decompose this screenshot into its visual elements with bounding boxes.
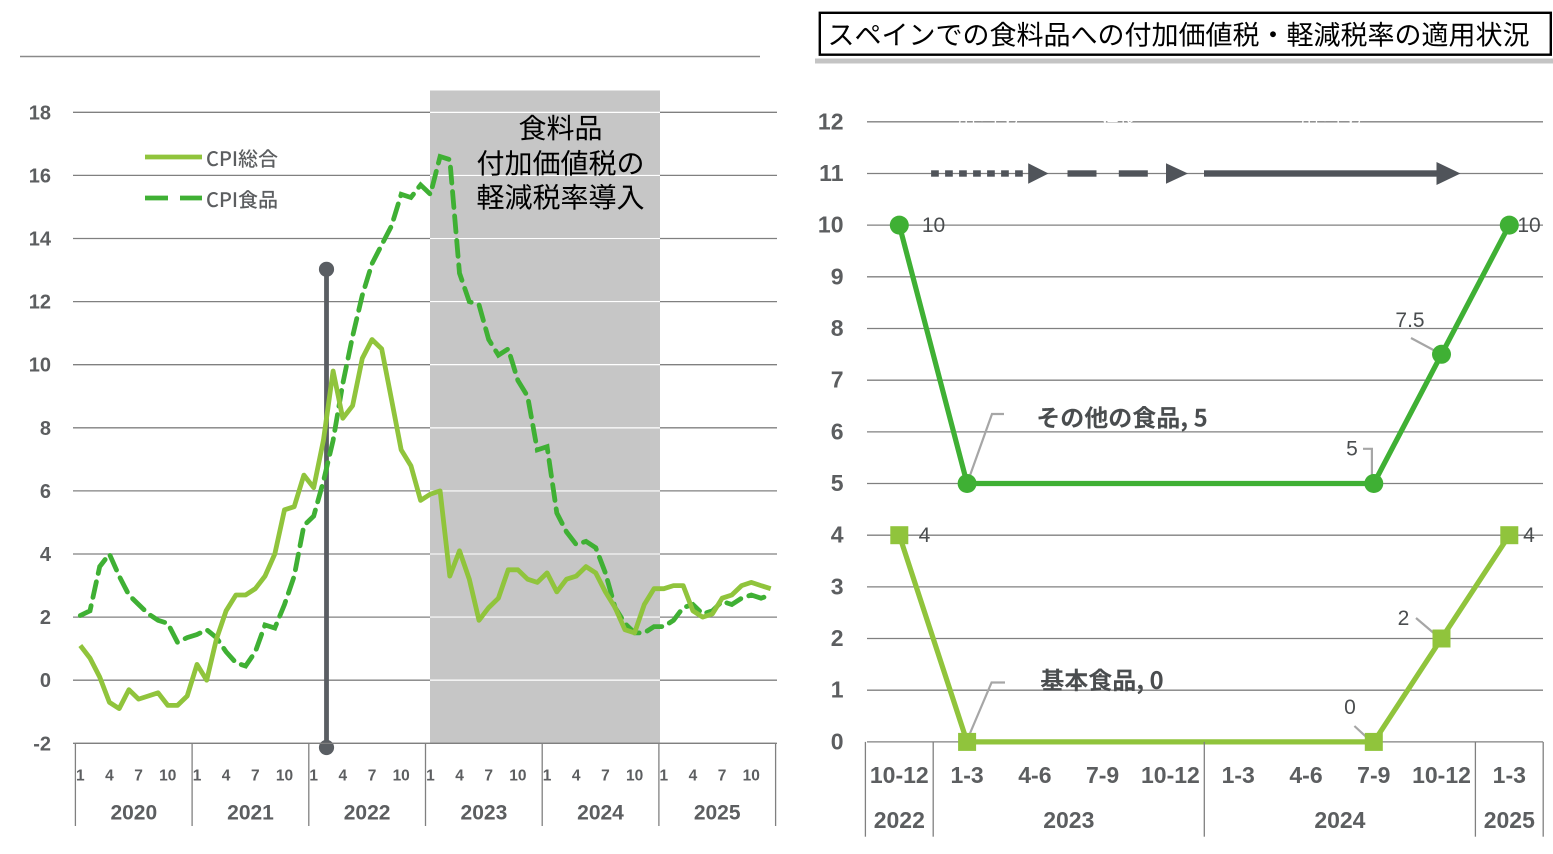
svg-text:10: 10 xyxy=(29,355,51,377)
svg-text:7: 7 xyxy=(251,768,260,785)
svg-text:6: 6 xyxy=(831,418,844,444)
svg-text:2: 2 xyxy=(1398,607,1410,630)
svg-text:2: 2 xyxy=(831,625,844,651)
svg-text:1: 1 xyxy=(193,768,202,785)
svg-text:11: 11 xyxy=(819,160,844,186)
svg-text:2022: 2022 xyxy=(874,807,925,833)
svg-text:10-12: 10-12 xyxy=(1141,762,1200,788)
svg-text:10: 10 xyxy=(159,768,176,785)
svg-text:4-6: 4-6 xyxy=(1289,762,1322,788)
svg-text:1: 1 xyxy=(543,768,552,785)
svg-text:5: 5 xyxy=(831,470,844,496)
svg-text:0: 0 xyxy=(1344,696,1356,719)
svg-text:0: 0 xyxy=(831,728,844,754)
svg-text:4: 4 xyxy=(222,768,231,785)
svg-text:10: 10 xyxy=(818,212,844,238)
svg-text:2023: 2023 xyxy=(1043,807,1094,833)
svg-text:8: 8 xyxy=(40,418,51,440)
svg-text:1: 1 xyxy=(76,768,85,785)
svg-text:1-3: 1-3 xyxy=(1222,762,1255,788)
svg-text:10: 10 xyxy=(276,768,293,785)
svg-text:7-9: 7-9 xyxy=(1357,762,1390,788)
svg-text:7: 7 xyxy=(484,768,493,785)
svg-text:2021: 2021 xyxy=(227,802,274,825)
svg-text:1: 1 xyxy=(831,677,844,703)
svg-text:2020: 2020 xyxy=(110,802,157,825)
svg-text:0: 0 xyxy=(40,670,51,692)
svg-text:2024: 2024 xyxy=(1314,807,1365,833)
svg-text:4: 4 xyxy=(919,524,931,547)
svg-text:4-6: 4-6 xyxy=(1018,762,1051,788)
svg-text:4: 4 xyxy=(40,544,52,566)
svg-text:1-3: 1-3 xyxy=(1493,762,1526,788)
svg-text:1: 1 xyxy=(659,768,668,785)
svg-text:4: 4 xyxy=(105,768,114,785)
svg-text:9: 9 xyxy=(831,263,844,289)
svg-text:10: 10 xyxy=(743,768,760,785)
svg-text:4: 4 xyxy=(455,768,464,785)
svg-text:4: 4 xyxy=(689,768,698,785)
svg-text:4: 4 xyxy=(1523,524,1535,547)
svg-text:4: 4 xyxy=(338,768,347,785)
svg-text:2025: 2025 xyxy=(1484,807,1535,833)
svg-text:1-3: 1-3 xyxy=(950,762,983,788)
svg-text:16: 16 xyxy=(29,165,51,187)
svg-text:10-12: 10-12 xyxy=(1412,762,1471,788)
svg-text:7: 7 xyxy=(368,768,377,785)
svg-text:10-12: 10-12 xyxy=(870,762,929,788)
svg-text:7: 7 xyxy=(831,367,844,393)
svg-text:12: 12 xyxy=(29,292,51,314)
svg-text:7: 7 xyxy=(601,768,610,785)
svg-text:10: 10 xyxy=(509,768,526,785)
svg-text:1: 1 xyxy=(426,768,435,785)
svg-text:7.5: 7.5 xyxy=(1395,309,1424,332)
svg-text:7: 7 xyxy=(134,768,143,785)
svg-text:10: 10 xyxy=(626,768,643,785)
svg-text:7: 7 xyxy=(718,768,727,785)
svg-text:-2: -2 xyxy=(33,733,51,755)
svg-text:8: 8 xyxy=(831,315,844,341)
svg-text:14: 14 xyxy=(29,229,52,251)
svg-text:10: 10 xyxy=(393,768,410,785)
svg-text:2: 2 xyxy=(40,607,51,629)
svg-text:2025: 2025 xyxy=(694,802,741,825)
svg-text:4: 4 xyxy=(831,522,844,548)
svg-text:2023: 2023 xyxy=(461,802,508,825)
svg-text:12: 12 xyxy=(818,108,844,134)
svg-text:1: 1 xyxy=(309,768,318,785)
svg-text:2022: 2022 xyxy=(344,802,391,825)
svg-text:10: 10 xyxy=(1517,214,1540,237)
svg-text:4: 4 xyxy=(572,768,581,785)
svg-text:10: 10 xyxy=(922,214,945,237)
svg-text:18: 18 xyxy=(29,102,51,124)
svg-text:7-9: 7-9 xyxy=(1086,762,1119,788)
svg-text:2024: 2024 xyxy=(577,802,624,825)
svg-text:3: 3 xyxy=(831,573,844,599)
svg-text:6: 6 xyxy=(40,481,51,503)
svg-text:5: 5 xyxy=(1346,438,1358,461)
